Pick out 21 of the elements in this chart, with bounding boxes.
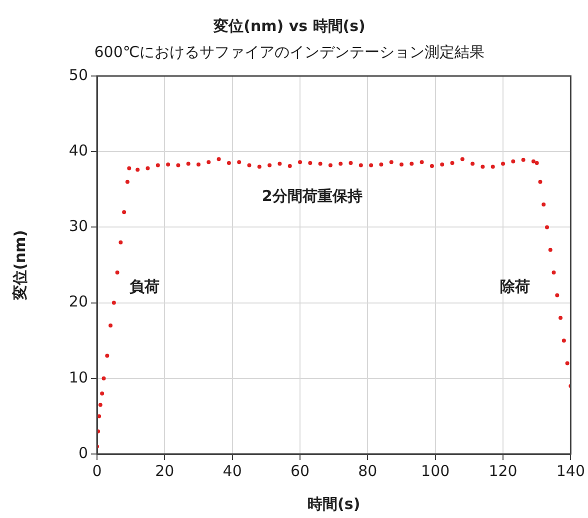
- y-tick-label: 50: [68, 66, 88, 84]
- y-tick-label: 10: [68, 368, 88, 386]
- x-tick-label: 0: [92, 462, 102, 480]
- x-tick-label: 140: [556, 462, 586, 480]
- x-tick-label: 60: [290, 462, 310, 480]
- x-tick-label: 80: [358, 462, 378, 480]
- x-tick-label: 40: [222, 462, 242, 480]
- annotation: 負荷: [129, 278, 160, 296]
- x-tick-label: 100: [421, 462, 450, 480]
- y-tick-label: 40: [68, 141, 88, 160]
- y-axis-title: 変位(nm): [10, 230, 29, 302]
- chart-title: 変位(nm) vs 時間(s): [212, 16, 366, 35]
- y-tick-label: 0: [78, 444, 88, 462]
- chart-subtitle: 600℃におけるサファイアのインデンテーション測定結果: [94, 42, 485, 61]
- y-tick-label: 20: [68, 292, 88, 311]
- y-tick-label: 30: [68, 217, 88, 236]
- annotation: 除荷: [500, 278, 530, 296]
- x-tick-label: 20: [155, 462, 174, 480]
- annotation: 2分間荷重保持: [262, 186, 362, 205]
- x-tick-label: 120: [488, 462, 518, 480]
- x-axis-title: 時間(s): [308, 494, 360, 513]
